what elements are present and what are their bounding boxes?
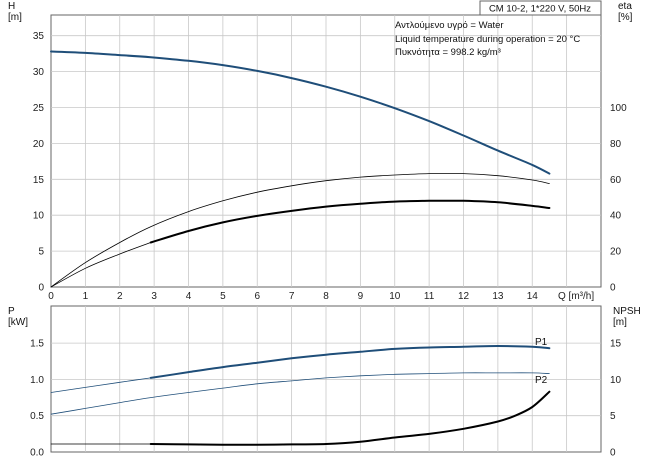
model-header-box [479, 0, 602, 16]
top-left-tick-label: 10 [33, 211, 45, 222]
x-tick-label: 1 [83, 291, 89, 302]
top-left-tick-label: 5 [38, 247, 44, 258]
bottom-panel-grid [51, 306, 601, 452]
x-tick-label: 7 [289, 291, 295, 302]
top-left-axis-label-line2: [m] [8, 12, 22, 23]
x-tick-label: 9 [358, 291, 364, 302]
top-right-tick-label: 60 [610, 175, 622, 186]
top-left-tick-label: 20 [33, 139, 45, 150]
top-right-axis-label: eta [%] [618, 1, 635, 23]
top-series-1 [50, 172, 550, 288]
bottom-left-tick-label: 0.0 [30, 448, 44, 459]
bottom-right-axis-label: NPSH [m] [613, 306, 644, 328]
top-right-axis-label-line2: [%] [618, 12, 633, 23]
x-tick-label: 0 [48, 291, 54, 302]
density-note: Πυκνότητα = 998.2 kg/m³ [395, 47, 501, 58]
bottom-left-tick-label: 1.0 [30, 375, 44, 386]
top-left-axis-label: H [m] [8, 1, 22, 23]
x-tick-label: 11 [424, 291, 435, 302]
bottom-left-axis-label-line1: P [8, 306, 15, 317]
top-left-axis-label-line1: H [8, 1, 15, 12]
bottom-right-axis-label-line1: NPSH [613, 306, 641, 317]
bottom-right-tick-label: 10 [610, 375, 622, 386]
top-left-tick-label: 0 [38, 283, 44, 294]
x-tick-label: 14 [527, 291, 539, 302]
fluid-note: Αντλούμενο υγρό = Water [395, 20, 504, 31]
top-right-tick-label: 40 [610, 211, 622, 222]
bottom-left-axis-label: P [kW] [8, 306, 28, 328]
p2-curve-label: P2 [535, 375, 548, 386]
top-left-tick-label: 25 [33, 103, 45, 114]
x-tick-label: 3 [151, 291, 157, 302]
x-tick-label: Q [m³/h] [558, 291, 594, 302]
x-tick-label: 10 [389, 291, 401, 302]
top-series-2 [50, 242, 152, 288]
bottom-left-axis-label-line2: [kW] [8, 317, 28, 328]
top-right-tick-label: 100 [610, 103, 627, 114]
bottom-series-1 [149, 345, 551, 379]
x-tick-label: 13 [492, 291, 504, 302]
top-left-tick-label: 30 [33, 67, 45, 78]
x-tick-label: 4 [186, 291, 192, 302]
curves [50, 50, 551, 446]
p1-curve-label: P1 [535, 337, 548, 348]
top-right-axis-label-line1: eta [618, 1, 632, 12]
top-right-tick-label: 0 [610, 283, 616, 294]
top-series-3 [149, 199, 551, 244]
model-header: CM 10-2, 1*220 V, 50Hz [489, 4, 591, 15]
x-tick-label: 5 [220, 291, 226, 302]
bottom-right-tick-label: 0 [610, 448, 616, 459]
bottom-right-axis-label-line2: [m] [613, 317, 627, 328]
bottom-left-tick-label: 1.5 [30, 339, 44, 350]
bottom-right-tick-label: 5 [610, 411, 616, 422]
top-left-tick-label: 35 [33, 31, 45, 42]
top-left-tick-label: 15 [33, 175, 45, 186]
temperature-note: Liquid temperature during operation = 20… [395, 34, 580, 45]
top-series-0 [50, 50, 551, 175]
bottom-series-4 [149, 390, 551, 446]
x-tick-label: 8 [323, 291, 329, 302]
x-tick-label: 12 [458, 291, 470, 302]
top-right-tick-label: 20 [610, 247, 622, 258]
top-right-tick-label: 80 [610, 139, 622, 150]
bottom-series-2 [50, 372, 550, 415]
x-tick-label: 6 [254, 291, 260, 302]
x-tick-label: 2 [117, 291, 123, 302]
bottom-left-tick-label: 0.5 [30, 411, 44, 422]
bottom-right-tick-label: 15 [610, 339, 622, 350]
tick-labels: 0 1 2 3 4 5 6 7 8 9 10 11 12 13 14 Q [m³/h]051015202530… [30, 31, 627, 458]
bottom-series-0 [50, 377, 152, 393]
